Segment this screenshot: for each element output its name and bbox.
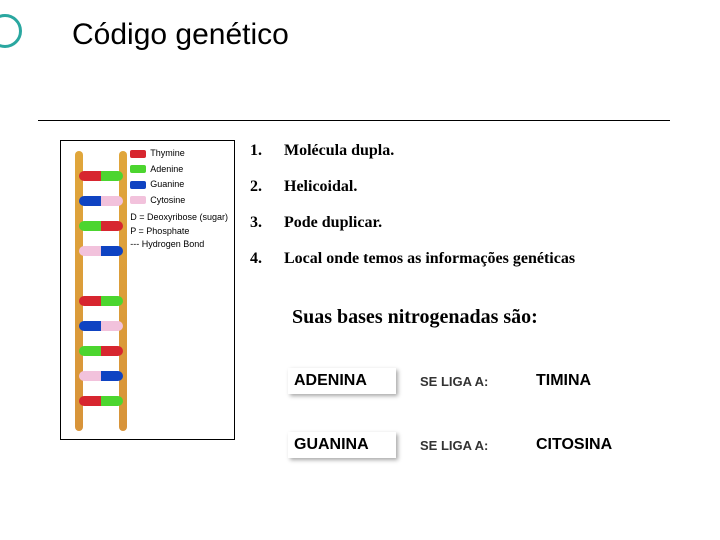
rung-half [79, 171, 101, 181]
legend-guanine: Guanine [130, 178, 228, 192]
rung-half [79, 296, 101, 306]
rung-half [101, 196, 123, 206]
facts-list: 1. Molécula dupla. 2. Helicoidal. 3. Pod… [250, 142, 700, 286]
list-num: 3. [250, 214, 268, 232]
rung-half [101, 296, 123, 306]
rung-half [101, 346, 123, 356]
subtitle: Suas bases nitrogenadas são: [292, 306, 538, 329]
list-item: 4. Local onde temos as informações genét… [250, 250, 700, 268]
list-num: 1. [250, 142, 268, 160]
list-text: Pode duplicar. [284, 214, 382, 232]
rung-half [101, 171, 123, 181]
base-pair-row: GUANINA SE LIGA A: CITOSINA [288, 432, 646, 458]
rung-half [101, 321, 123, 331]
rung-half [101, 246, 123, 256]
swatch-cytosine [130, 196, 146, 204]
rung-half [79, 196, 101, 206]
rung-half [101, 371, 123, 381]
rung-half [79, 396, 101, 406]
dna-strand-left [75, 151, 83, 431]
page-title: Código genético [72, 18, 289, 52]
dna-legend: Thymine Adenine Guanine Cytosine D = Deo… [130, 147, 228, 252]
list-text: Molécula dupla. [284, 142, 394, 160]
legend-hbond: --- Hydrogen Bond [130, 238, 228, 252]
rung-half [79, 246, 101, 256]
legend-label: Adenine [150, 163, 183, 177]
rung-half [79, 321, 101, 331]
dna-helix [71, 151, 131, 431]
bullet-ring-icon [0, 14, 22, 48]
legend-cytosine: Cytosine [130, 194, 228, 208]
base-citosina: CITOSINA [536, 436, 646, 454]
dna-strand-right [119, 151, 127, 431]
dna-rung [79, 221, 123, 231]
dna-rung [79, 346, 123, 356]
dna-rung [79, 246, 123, 256]
legend-deoxy: D = Deoxyribose (sugar) [130, 211, 228, 225]
dna-rung [79, 296, 123, 306]
rung-half [79, 346, 101, 356]
dna-rung [79, 171, 123, 181]
list-item: 1. Molécula dupla. [250, 142, 700, 160]
base-timina: TIMINA [536, 372, 646, 390]
legend-adenine: Adenine [130, 163, 228, 177]
link-label: SE LIGA A: [420, 438, 512, 453]
divider [38, 120, 670, 121]
list-num: 2. [250, 178, 268, 196]
rung-half [101, 221, 123, 231]
dna-rung [79, 371, 123, 381]
list-item: 3. Pode duplicar. [250, 214, 700, 232]
rung-half [79, 371, 101, 381]
swatch-guanine [130, 181, 146, 189]
legend-label: Thymine [150, 147, 185, 161]
dna-rung [79, 196, 123, 206]
dna-rung [79, 321, 123, 331]
legend-label: Cytosine [150, 194, 185, 208]
list-num: 4. [250, 250, 268, 268]
list-text: Local onde temos as informações genética… [284, 250, 575, 268]
list-text: Helicoidal. [284, 178, 357, 196]
base-pair-row: ADENINA SE LIGA A: TIMINA [288, 368, 646, 394]
base-guanina: GUANINA [288, 432, 396, 458]
list-item: 2. Helicoidal. [250, 178, 700, 196]
legend-phos: P = Phosphate [130, 225, 228, 239]
base-adenina: ADENINA [288, 368, 396, 394]
rung-half [79, 221, 101, 231]
legend-thymine: Thymine [130, 147, 228, 161]
dna-rung [79, 396, 123, 406]
legend-label: Guanine [150, 178, 184, 192]
swatch-adenine [130, 165, 146, 173]
dna-figure: Thymine Adenine Guanine Cytosine D = Deo… [60, 140, 235, 440]
rung-half [101, 396, 123, 406]
title-row: Código genético [30, 18, 289, 52]
link-label: SE LIGA A: [420, 374, 512, 389]
swatch-thymine [130, 150, 146, 158]
